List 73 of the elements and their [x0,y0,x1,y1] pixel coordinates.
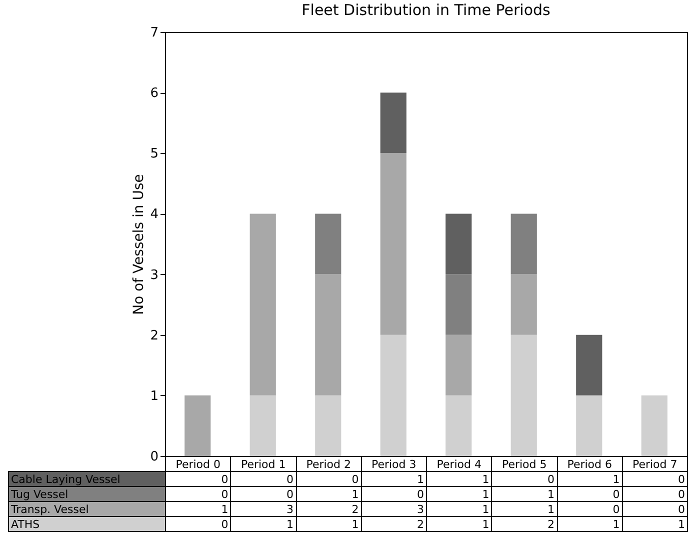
bar [510,214,537,274]
data-label: 1 [426,486,492,502]
x-tick-label: Period 3 [361,456,426,472]
y-tick-label: 5 [150,146,158,162]
data-label: 0 [230,472,296,486]
data-label: 1 [296,486,362,502]
y-tick-label: 4 [150,207,158,222]
data-label: 0 [557,502,622,516]
x-tick-label: Period 5 [492,456,557,472]
data-label: 1 [166,502,231,516]
bar [510,334,537,456]
data-label: 3 [361,502,426,516]
text: Transp. Vessel [8,502,166,516]
data-label: 1 [426,516,492,532]
bar [446,395,472,456]
data-label: 0 [296,472,362,486]
data-label: 1 [557,516,622,532]
chart-title: Fleet Distribution in Time Periods [302,1,551,19]
text: ATHS [8,516,166,532]
bar [184,395,211,456]
bar [250,214,276,396]
text: Tug Vessel [8,486,166,502]
x-tick-label: Period 1 [230,456,296,472]
data-label: 1 [492,486,557,502]
data-label: 2 [361,516,426,532]
bar [510,274,537,335]
data-label: 1 [557,472,622,486]
data-label: 0 [166,472,231,486]
bar [576,334,602,396]
y-tick-label: 3 [150,268,158,283]
data-label: 3 [230,502,296,516]
data-label: 1 [296,516,362,532]
bar [380,334,406,456]
data-label: 1 [622,516,688,532]
data-label: 0 [622,502,688,516]
text: Cable Laying Vessel [8,472,166,486]
bar [315,395,342,456]
data-label: 0 [622,486,688,502]
bar [446,334,472,396]
data-label: 1 [426,502,492,516]
bar [641,395,668,456]
bar [315,274,342,396]
data-label: 1 [361,472,426,486]
bar [380,92,406,154]
data-label: 1 [230,516,296,532]
x-tick-label: Period 0 [166,456,231,472]
data-label: 0 [166,516,231,532]
bar [576,395,602,456]
x-tick-label: Period 6 [557,456,622,472]
data-label: 1 [426,472,492,486]
bar [446,274,472,335]
y-tick-label: 2 [150,328,158,344]
x-tick-label: Period 7 [622,456,688,472]
bar [315,214,342,274]
x-tick-label: Period 4 [426,456,492,472]
data-label: 2 [492,516,557,532]
y-axis-title: No of Vessels in Use [131,174,148,315]
data-label: 1 [492,502,557,516]
data-label: 2 [296,502,362,516]
y-tick-label: 0 [150,450,158,464]
y-tick-label: 6 [150,86,158,102]
data-label: 0 [557,486,622,502]
y-tick-label: 7 [150,26,158,40]
data-label: 0 [230,486,296,502]
bar [380,153,406,335]
bar [446,214,472,274]
y-tick-label: 1 [150,388,158,404]
bar [250,395,276,456]
data-label: 0 [361,486,426,502]
data-label: 0 [492,472,557,486]
data-label: 0 [622,472,688,486]
x-tick-label: Period 2 [296,456,362,472]
data-label: 0 [166,486,231,502]
